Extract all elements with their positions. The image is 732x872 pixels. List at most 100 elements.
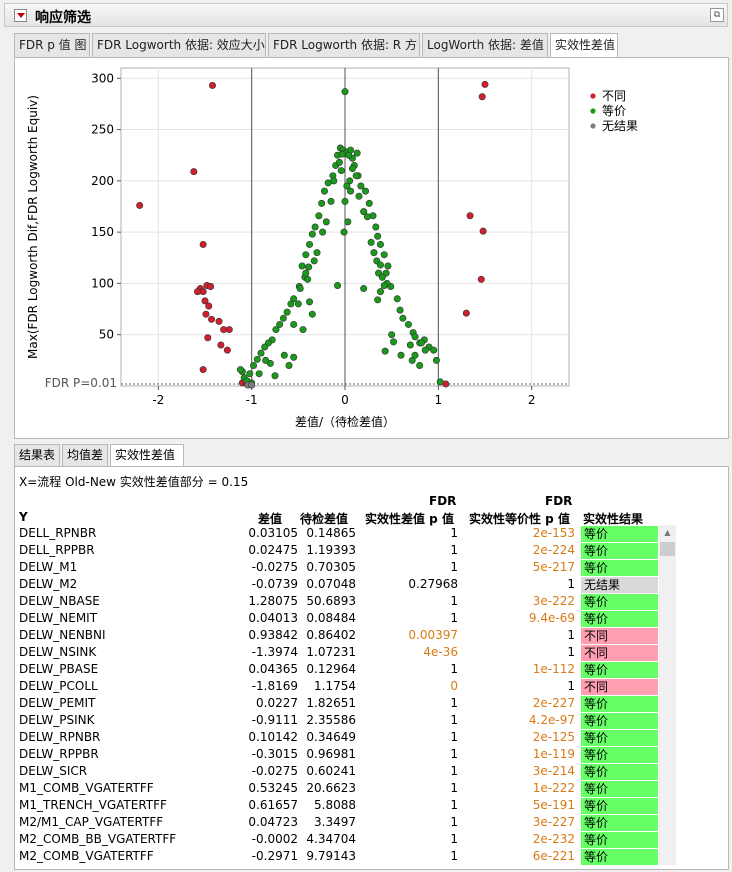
bottom-tab-1[interactable]: 均值差 — [62, 444, 108, 466]
row-y: DELW_M2 — [19, 577, 78, 591]
row-test-diff: 0.86402 — [306, 628, 356, 642]
row-fdr-diff-p: 1 — [450, 764, 458, 778]
tab-1[interactable]: FDR Logworth 依据: 效应大小 — [92, 33, 266, 57]
header-test-diff: 待检差值 — [300, 512, 349, 526]
point-1-98 — [406, 341, 414, 349]
row-y: DELW_NSINK — [19, 645, 97, 659]
point-1-118 — [330, 177, 338, 185]
row-result-badge: 等价 — [581, 695, 658, 712]
row-y: DELW_NBASE — [19, 594, 100, 608]
tab-3[interactable]: LogWorth 依据: 差值 — [422, 33, 548, 57]
point-1-63 — [397, 351, 405, 359]
bottom-tab-2[interactable]: 实效性差值 — [110, 444, 184, 467]
row-fdr-diff-p: 1 — [450, 611, 458, 625]
row-y: DELL_RPPBR — [19, 543, 95, 557]
point-1-37 — [396, 306, 404, 314]
row-fdr-diff-p: 1 — [450, 849, 458, 863]
point-1-90 — [381, 347, 389, 355]
row-fdr-diff-p: 1 — [450, 730, 458, 744]
point-1-115 — [304, 275, 312, 283]
disclosure-triangle-icon[interactable] — [14, 9, 27, 22]
row-fdr-equiv-p: 1 — [567, 628, 575, 642]
point-1-22 — [308, 230, 316, 238]
point-0-7 — [207, 282, 215, 290]
row-result-badge: 等价 — [581, 848, 658, 865]
plot-panel: FDR P=0.01 -2 -1 0 1 2 50 100 150 200 250 300 差值/（待检… — [14, 57, 729, 439]
point-1-114 — [378, 273, 386, 281]
row-result-badge: 等价 — [581, 661, 658, 678]
row-diff: -1.3974 — [251, 645, 298, 659]
row-y: M2_COMB_BB_VGATERTFF — [19, 832, 177, 846]
point-1-109 — [310, 257, 318, 265]
tab-2[interactable]: FDR Logworth 依据: R 方 — [268, 33, 420, 57]
row-fdr-equiv-p: 3e-227 — [532, 815, 575, 829]
y-tick-label: 100 — [91, 276, 114, 290]
point-1-0 — [341, 88, 349, 96]
header-fdr-diff-top: FDR — [429, 494, 457, 508]
row-test-diff: 1.19393 — [306, 543, 356, 557]
row-fdr-diff-p: 0.00397 — [408, 628, 458, 642]
point-1-88 — [388, 331, 396, 339]
scroll-thumb[interactable] — [660, 542, 675, 556]
point-1-100 — [262, 356, 270, 364]
point-0-26 — [477, 275, 485, 283]
legend-label-2: 无结果 — [602, 119, 638, 133]
point-1-89 — [390, 338, 398, 346]
row-result-badge: 等价 — [581, 797, 658, 814]
row-test-diff: 0.12964 — [306, 662, 356, 676]
point-1-14 — [320, 187, 328, 195]
point-1-62 — [255, 370, 263, 378]
point-1-78 — [343, 182, 351, 190]
row-result-badge: 等价 — [581, 814, 658, 831]
scroll-up-icon[interactable]: ▲ — [664, 528, 671, 537]
bottom-tab-0[interactable]: 结果表 — [14, 444, 60, 466]
row-diff: -0.0275 — [251, 764, 298, 778]
row-test-diff: 50.6893 — [306, 594, 356, 608]
point-0-28 — [481, 80, 489, 88]
row-result-badge: 等价 — [581, 729, 658, 746]
row-fdr-equiv-p: 1 — [567, 645, 575, 659]
point-1-53 — [246, 370, 254, 378]
point-1-101 — [360, 208, 368, 216]
point-1-24 — [306, 240, 314, 248]
row-test-diff: 1.1754 — [314, 679, 356, 693]
row-fdr-equiv-p: 2e-224 — [532, 543, 575, 557]
table-panel: X=流程 Old-New 实效性差值部分 = 0.15 FDR FDR Y 差值 待检差… — [14, 466, 729, 870]
tab-4[interactable]: 实效性差值 — [550, 33, 618, 58]
point-1-36 — [283, 308, 291, 316]
row-y: M1_COMB_VGATERTFF — [19, 781, 154, 795]
tab-0[interactable]: FDR p 值 图 — [14, 33, 90, 57]
legend-label-0: 不同 — [602, 89, 626, 103]
row-diff: 0.61657 — [248, 798, 298, 812]
row-fdr-diff-p: 1 — [450, 713, 458, 727]
header-fdr-equiv-top: FDR — [545, 494, 573, 508]
vertical-scrollbar[interactable]: ▲ — [659, 525, 676, 865]
point-0-23 — [462, 309, 470, 317]
restore-window-icon[interactable]: ⧉ — [710, 8, 724, 22]
row-fdr-diff-p: 0.27968 — [408, 577, 458, 591]
point-1-35 — [393, 295, 401, 303]
header-result: 实效性结果 — [583, 512, 644, 526]
point-1-59 — [236, 366, 244, 374]
row-y: M1_TRENCH_VGATERTFF — [19, 798, 167, 812]
row-diff: -0.3015 — [251, 747, 298, 761]
row-diff: -0.9111 — [251, 713, 298, 727]
point-0-10 — [205, 302, 213, 310]
y-tick-label: 50 — [99, 328, 114, 342]
point-0-18 — [223, 346, 231, 354]
outline-header: 响应筛选 ⧉ — [4, 3, 728, 27]
row-diff: 0.53245 — [248, 781, 298, 795]
row-result-badge: 等价 — [581, 831, 658, 848]
point-1-42 — [272, 326, 280, 334]
point-1-107 — [367, 238, 375, 246]
point-1-77 — [341, 197, 349, 205]
point-1-52 — [250, 361, 258, 369]
row-fdr-equiv-p: 5e-191 — [532, 798, 575, 812]
row-fdr-diff-p: 4e-36 — [423, 645, 458, 659]
row-result-badge: 等价 — [581, 542, 658, 559]
point-0-11 — [202, 310, 210, 318]
x-tick-label: 2 — [528, 393, 536, 407]
row-test-diff: 0.96981 — [306, 747, 356, 761]
row-fdr-equiv-p: 9.4e-69 — [528, 611, 575, 625]
row-result-badge: 不同 — [581, 644, 658, 661]
